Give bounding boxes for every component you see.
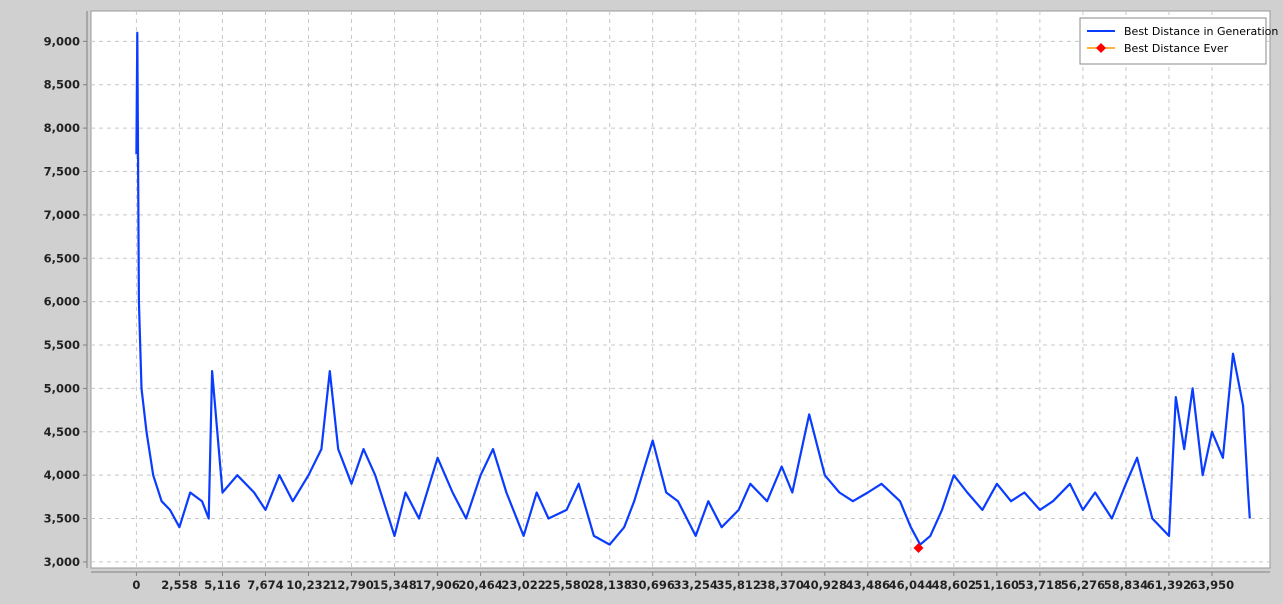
x-tick-label: 35,812 bbox=[717, 578, 761, 592]
legend: Best Distance in Generation Best Distanc… bbox=[1079, 17, 1278, 65]
y-tick-label: 8,500 bbox=[44, 78, 80, 92]
x-tick-label: 58,834 bbox=[1104, 578, 1148, 592]
legend-label-best-ever: Best Distance Ever bbox=[1124, 42, 1229, 55]
x-tick-label: 63,950 bbox=[1190, 578, 1234, 592]
legend-label-best-in-generation: Best Distance in Generation bbox=[1124, 25, 1278, 38]
y-tick-label: 3,500 bbox=[44, 512, 80, 526]
y-tick-label: 5,000 bbox=[44, 381, 80, 395]
y-axis-ticks: 3,000 3,500 4,000 4,500 5,000 5,500 6,000 6,500… bbox=[44, 34, 87, 569]
x-tick-label: 30,696 bbox=[630, 578, 674, 592]
legend-marker-best-ever bbox=[1096, 43, 1106, 53]
y-tick-label: 7,500 bbox=[44, 165, 80, 179]
y-tick-label: 6,500 bbox=[44, 251, 80, 265]
x-tick-label: 7,674 bbox=[247, 578, 283, 592]
x-tick-label: 48,602 bbox=[932, 578, 976, 592]
x-tick-label: 15,348 bbox=[372, 578, 416, 592]
x-tick-label: 61,392 bbox=[1147, 578, 1191, 592]
x-tick-label: 12,790 bbox=[329, 578, 373, 592]
x-tick-label: 5,116 bbox=[204, 578, 240, 592]
x-tick-label: 33,254 bbox=[674, 578, 718, 592]
x-tick-label: 23,022 bbox=[501, 578, 545, 592]
x-tick-label: 43,486 bbox=[846, 578, 890, 592]
x-tick-label: 25,580 bbox=[544, 578, 588, 592]
legend-box bbox=[1079, 17, 1267, 65]
x-tick-label: 28,138 bbox=[587, 578, 631, 592]
y-tick-label: 9,000 bbox=[44, 34, 80, 48]
x-tick-label: 40,928 bbox=[803, 578, 847, 592]
y-tick-label: 4,000 bbox=[44, 468, 80, 482]
x-tick-label: 10,232 bbox=[286, 578, 330, 592]
plot-area bbox=[90, 10, 1271, 569]
y-tick-label: 8,000 bbox=[44, 121, 80, 135]
x-tick-label: 38,370 bbox=[760, 578, 804, 592]
y-tick-label: 7,000 bbox=[44, 208, 80, 222]
x-tick-label: 56,276 bbox=[1061, 578, 1105, 592]
x-tick-label: 20,464 bbox=[458, 578, 502, 592]
y-tick-label: 6,000 bbox=[44, 295, 80, 309]
x-axis-ticks: 0 2,558 5,116 7,674 10,23212,79015,34817,906… bbox=[132, 572, 1234, 592]
best-ever-marker bbox=[913, 543, 924, 554]
x-tick-label: 46,044 bbox=[889, 578, 933, 592]
y-tick-label: 4,500 bbox=[44, 425, 80, 439]
x-tick-label: 17,906 bbox=[415, 578, 459, 592]
x-tick-label: 51,160 bbox=[975, 578, 1019, 592]
x-tick-label: 2,558 bbox=[161, 578, 197, 592]
x-tick-label: 53,718 bbox=[1018, 578, 1062, 592]
series-line-best-in-generation bbox=[135, 31, 1251, 546]
y-tick-label: 5,500 bbox=[44, 338, 80, 352]
series-layer bbox=[135, 31, 1251, 554]
x-tick-label: 0 bbox=[132, 578, 140, 592]
y-tick-label: 3,000 bbox=[44, 555, 80, 569]
